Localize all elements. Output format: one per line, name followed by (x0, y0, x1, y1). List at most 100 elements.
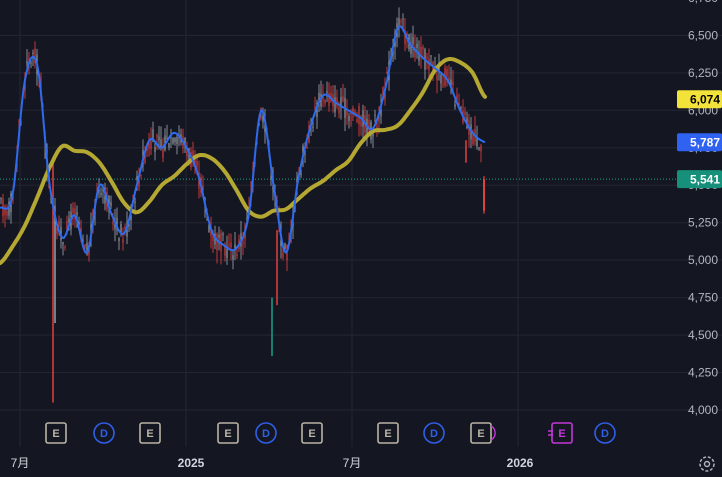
candle-body (436, 73, 438, 81)
candle-body (130, 214, 132, 221)
last-candle-body (483, 179, 485, 211)
candle-body (442, 84, 444, 86)
dividend-marker[interactable]: D (594, 422, 616, 444)
candle-body (136, 175, 138, 180)
candle-body (230, 242, 232, 248)
candle-body (302, 145, 304, 156)
y-tick-label: 5,250 (688, 216, 718, 230)
earnings-marker[interactable]: E (377, 422, 399, 444)
y-tick-label: 4,250 (688, 366, 718, 380)
candle-body (72, 207, 74, 213)
upcoming-earnings-marker[interactable]: E (548, 422, 573, 444)
candle-body (378, 114, 380, 122)
candle-body (140, 174, 142, 176)
event-marker-label: E (224, 428, 231, 440)
candle-body (174, 137, 176, 143)
candle-body (0, 198, 2, 200)
candle-body (26, 60, 28, 64)
candle-body (376, 126, 378, 129)
x-tick-label: 7月 (11, 456, 30, 470)
candle-body (224, 244, 226, 256)
candle-body (478, 147, 480, 149)
candle-body (282, 252, 284, 258)
candle-body (318, 92, 320, 101)
earnings-marker[interactable]: E (301, 422, 323, 444)
event-marker-label: E (558, 428, 565, 440)
candle-body (354, 111, 356, 115)
x-tick-label: 7月 (343, 456, 362, 470)
fast-ma-line (0, 25, 486, 254)
candle-body (336, 97, 338, 107)
event-marker-label: D (262, 428, 270, 440)
candle-body (340, 97, 342, 108)
candle-body (234, 244, 236, 249)
candle-body (242, 242, 244, 244)
y-tick-label: 4,750 (688, 291, 718, 305)
price-tag-label: 5,787 (690, 136, 720, 150)
candle-body (374, 114, 376, 116)
price-tags: 6,074 5,787 5,541 (677, 90, 722, 189)
candle-body (184, 137, 186, 148)
y-tick-label: 6,750 (688, 0, 718, 5)
time-axis: 7月 2025 7月 2026 (11, 456, 534, 470)
candle-body (412, 36, 414, 45)
candle-body (360, 120, 362, 127)
candle-body (158, 136, 160, 141)
candle-body (218, 234, 220, 238)
candle-body (128, 224, 130, 226)
candle-body (270, 176, 272, 178)
candle-body (34, 48, 36, 63)
candle-body (138, 178, 140, 187)
candle-body (32, 52, 34, 54)
gear-icon[interactable] (699, 456, 715, 472)
candle-body (476, 138, 478, 147)
candle-body (226, 248, 228, 258)
candle-body (162, 145, 164, 158)
y-tick-label: 4,000 (688, 403, 718, 417)
candle-body (368, 120, 370, 133)
earnings-marker[interactable]: E (45, 422, 67, 444)
candle-body (122, 239, 124, 243)
y-tick-label: 5,000 (688, 253, 718, 267)
candle-body (328, 93, 330, 106)
slow-ma-price-tag: 6,074 (677, 90, 722, 109)
candle-body (404, 30, 406, 45)
earnings-marker[interactable]: E (139, 422, 161, 444)
price-axis: 4,0004,2504,5004,7505,0005,2505,5005,750… (688, 0, 718, 417)
candle-body (212, 232, 214, 241)
candle-body (166, 137, 168, 139)
candle-body (454, 104, 456, 107)
candle-body (446, 69, 448, 77)
candle-body (372, 133, 374, 137)
candle-body (114, 220, 116, 230)
earnings-marker[interactable]: E (470, 422, 492, 444)
settings-button[interactable] (699, 456, 715, 472)
dividend-marker[interactable]: D (423, 422, 445, 444)
event-marker-label: E (477, 428, 484, 440)
candle-body (58, 220, 60, 227)
candle-body (416, 43, 418, 49)
candle-body (342, 96, 344, 101)
dividend-marker[interactable]: D (255, 422, 277, 444)
candle-body (228, 245, 230, 247)
candle-body (314, 106, 316, 108)
candle-body (398, 18, 400, 27)
candle-body (362, 110, 364, 127)
candle-body (124, 226, 126, 229)
candle-body (324, 100, 326, 104)
candle-body (386, 71, 388, 74)
earnings-marker[interactable]: E (217, 422, 239, 444)
dividend-marker[interactable]: D (93, 422, 115, 444)
candle-body (134, 201, 136, 204)
candle-body (6, 210, 8, 216)
candle-body (116, 217, 118, 231)
candle-body (400, 20, 402, 22)
candle-body (186, 151, 188, 156)
gear-icon-center (703, 460, 711, 468)
candle-body (62, 242, 64, 245)
event-marker-label: E (52, 428, 59, 440)
candle-body (86, 242, 88, 255)
